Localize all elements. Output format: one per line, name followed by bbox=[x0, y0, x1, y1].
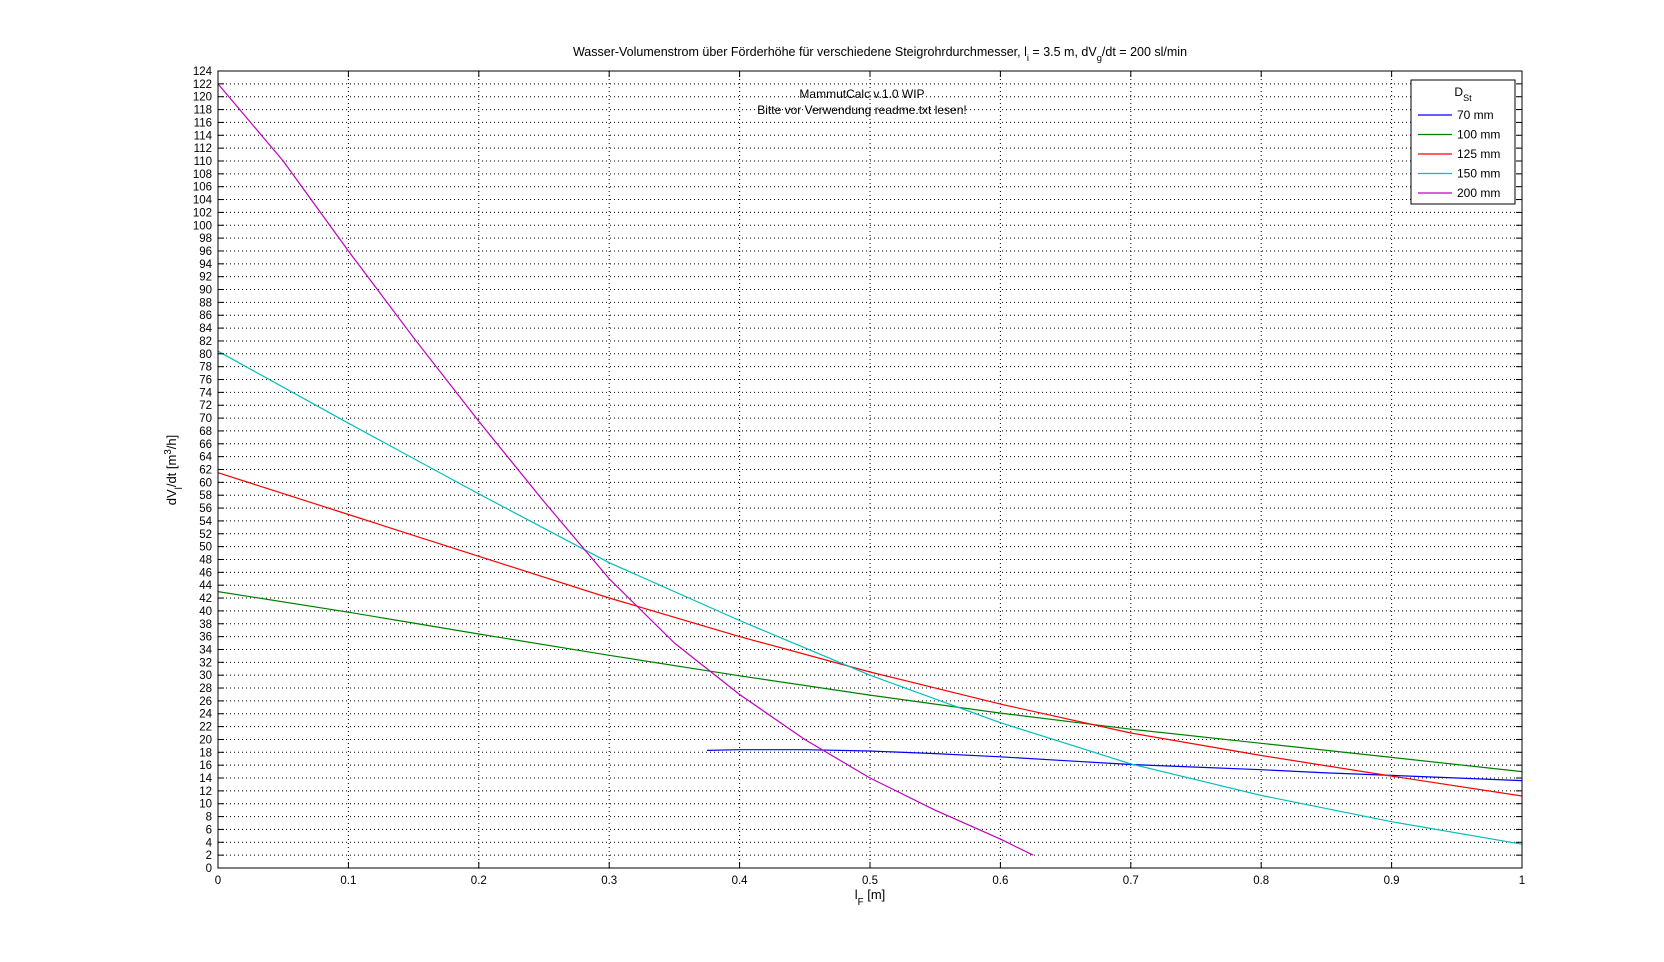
y-tick-label: 24 bbox=[199, 709, 212, 721]
y-tick-label: 6 bbox=[206, 824, 212, 836]
x-axis-label: lF [m] bbox=[855, 887, 886, 908]
series-line-125-mm bbox=[217, 472, 1523, 797]
y-tick-label: 44 bbox=[199, 580, 212, 592]
y-tick-label: 98 bbox=[199, 233, 212, 245]
y-tick-label: 30 bbox=[199, 670, 212, 682]
y-tick-label: 96 bbox=[199, 246, 212, 258]
y-tick-label: 26 bbox=[199, 696, 212, 708]
series-line-200-mm bbox=[217, 83, 1034, 856]
legend: DSt 70 mm 100 mm 125 mm 150 mm 200 mm bbox=[1410, 79, 1516, 205]
y-tick-label: 84 bbox=[199, 323, 212, 335]
y-tick-label: 22 bbox=[199, 722, 212, 734]
x-tick-label: 0.2 bbox=[471, 875, 487, 887]
x-tick-label: 0.1 bbox=[340, 875, 356, 887]
series-lines bbox=[217, 83, 1523, 856]
x-tick-label: 0.7 bbox=[1123, 875, 1139, 887]
y-tick-label: 62 bbox=[199, 465, 212, 477]
y-tick-label: 112 bbox=[194, 143, 212, 155]
y-tick-label: 68 bbox=[199, 426, 212, 438]
axis-tick-labels: 0246810121416182022242628303234363840424… bbox=[193, 66, 1525, 887]
x-tick-label: 0.4 bbox=[732, 875, 749, 887]
annotation: MammutCalc v.1.0 WIP Bitte vor Verwendun… bbox=[757, 87, 966, 117]
series-line-150-mm bbox=[217, 350, 1523, 845]
legend-title: DSt bbox=[1454, 85, 1472, 103]
legend-label: 150 mm bbox=[1457, 167, 1500, 181]
legend-label: 125 mm bbox=[1457, 147, 1500, 161]
y-tick-label: 122 bbox=[193, 79, 212, 91]
x-tick-label: 0.8 bbox=[1253, 875, 1269, 887]
y-tick-label: 48 bbox=[199, 554, 212, 566]
y-tick-label: 74 bbox=[199, 387, 212, 399]
y-tick-label: 120 bbox=[193, 92, 212, 104]
y-tick-label: 78 bbox=[199, 362, 212, 374]
y-tick-label: 124 bbox=[193, 66, 213, 78]
x-tick-label: 0.6 bbox=[992, 875, 1008, 887]
y-tick-label: 28 bbox=[199, 683, 212, 695]
y-tick-label: 82 bbox=[199, 336, 212, 348]
series-line-100-mm bbox=[217, 591, 1523, 773]
y-tick-label: 36 bbox=[199, 632, 212, 644]
y-tick-label: 0 bbox=[206, 863, 212, 875]
y-tick-label: 2 bbox=[206, 850, 212, 862]
y-tick-label: 104 bbox=[193, 195, 213, 207]
y-tick-label: 20 bbox=[199, 734, 212, 746]
y-tick-label: 114 bbox=[194, 130, 213, 142]
y-tick-label: 38 bbox=[199, 619, 212, 631]
legend-label: 200 mm bbox=[1457, 186, 1500, 200]
y-tick-label: 54 bbox=[199, 516, 212, 528]
x-tick-label: 0.9 bbox=[1384, 875, 1400, 887]
y-tick-label: 32 bbox=[199, 657, 212, 669]
y-tick-label: 10 bbox=[199, 799, 212, 811]
axis-ticks bbox=[217, 70, 1523, 869]
legend-items: 70 mm 100 mm 125 mm 150 mm 200 mm bbox=[1418, 108, 1500, 200]
y-tick-label: 52 bbox=[199, 529, 212, 541]
annotation-line-1: MammutCalc v.1.0 WIP bbox=[799, 87, 924, 101]
x-tick-label: 0.5 bbox=[862, 875, 878, 887]
y-tick-label: 94 bbox=[199, 259, 212, 271]
y-tick-label: 56 bbox=[199, 503, 212, 515]
annotation-line-2: Bitte vor Verwendung readme.txt lesen! bbox=[757, 103, 966, 117]
y-tick-label: 102 bbox=[193, 207, 212, 219]
y-tick-label: 92 bbox=[199, 272, 212, 284]
y-tick-label: 86 bbox=[199, 310, 212, 322]
y-tick-label: 50 bbox=[199, 542, 212, 554]
legend-label: 70 mm bbox=[1457, 108, 1494, 122]
y-tick-label: 14 bbox=[199, 773, 212, 785]
legend-box bbox=[1410, 79, 1516, 205]
y-tick-label: 88 bbox=[199, 297, 212, 309]
y-tick-label: 60 bbox=[199, 477, 212, 489]
y-tick-label: 106 bbox=[193, 182, 212, 194]
x-tick-label: 1 bbox=[1519, 875, 1525, 887]
y-tick-label: 4 bbox=[206, 837, 213, 849]
y-tick-label: 64 bbox=[199, 452, 212, 464]
y-tick-label: 42 bbox=[199, 593, 212, 605]
y-tick-label: 40 bbox=[199, 606, 212, 618]
legend-label: 100 mm bbox=[1457, 128, 1500, 142]
y-tick-label: 8 bbox=[206, 812, 212, 824]
y-tick-label: 72 bbox=[199, 400, 212, 412]
y-tick-label: 58 bbox=[199, 490, 212, 502]
x-tick-label: 0.3 bbox=[601, 875, 617, 887]
y-tick-label: 18 bbox=[199, 747, 212, 759]
chart-title: Wasser-Volumenstrom über Förderhöhe für … bbox=[573, 45, 1187, 63]
x-tick-label: 0 bbox=[215, 875, 221, 887]
y-tick-label: 46 bbox=[199, 567, 212, 579]
y-tick-label: 116 bbox=[194, 117, 212, 129]
y-tick-label: 34 bbox=[199, 644, 212, 656]
y-tick-label: 118 bbox=[194, 105, 212, 117]
y-tick-label: 16 bbox=[199, 760, 212, 772]
y-tick-label: 70 bbox=[199, 413, 212, 425]
y-tick-label: 80 bbox=[199, 349, 212, 361]
y-tick-label: 66 bbox=[199, 439, 212, 451]
y-tick-label: 90 bbox=[199, 285, 212, 297]
y-tick-label: 110 bbox=[194, 156, 212, 168]
y-axis-label: dVl/dt [m3/h] bbox=[163, 435, 185, 506]
y-tick-label: 100 bbox=[193, 220, 212, 232]
y-tick-label: 12 bbox=[199, 786, 212, 798]
y-tick-label: 76 bbox=[199, 375, 212, 387]
y-tick-label: 108 bbox=[193, 169, 212, 181]
